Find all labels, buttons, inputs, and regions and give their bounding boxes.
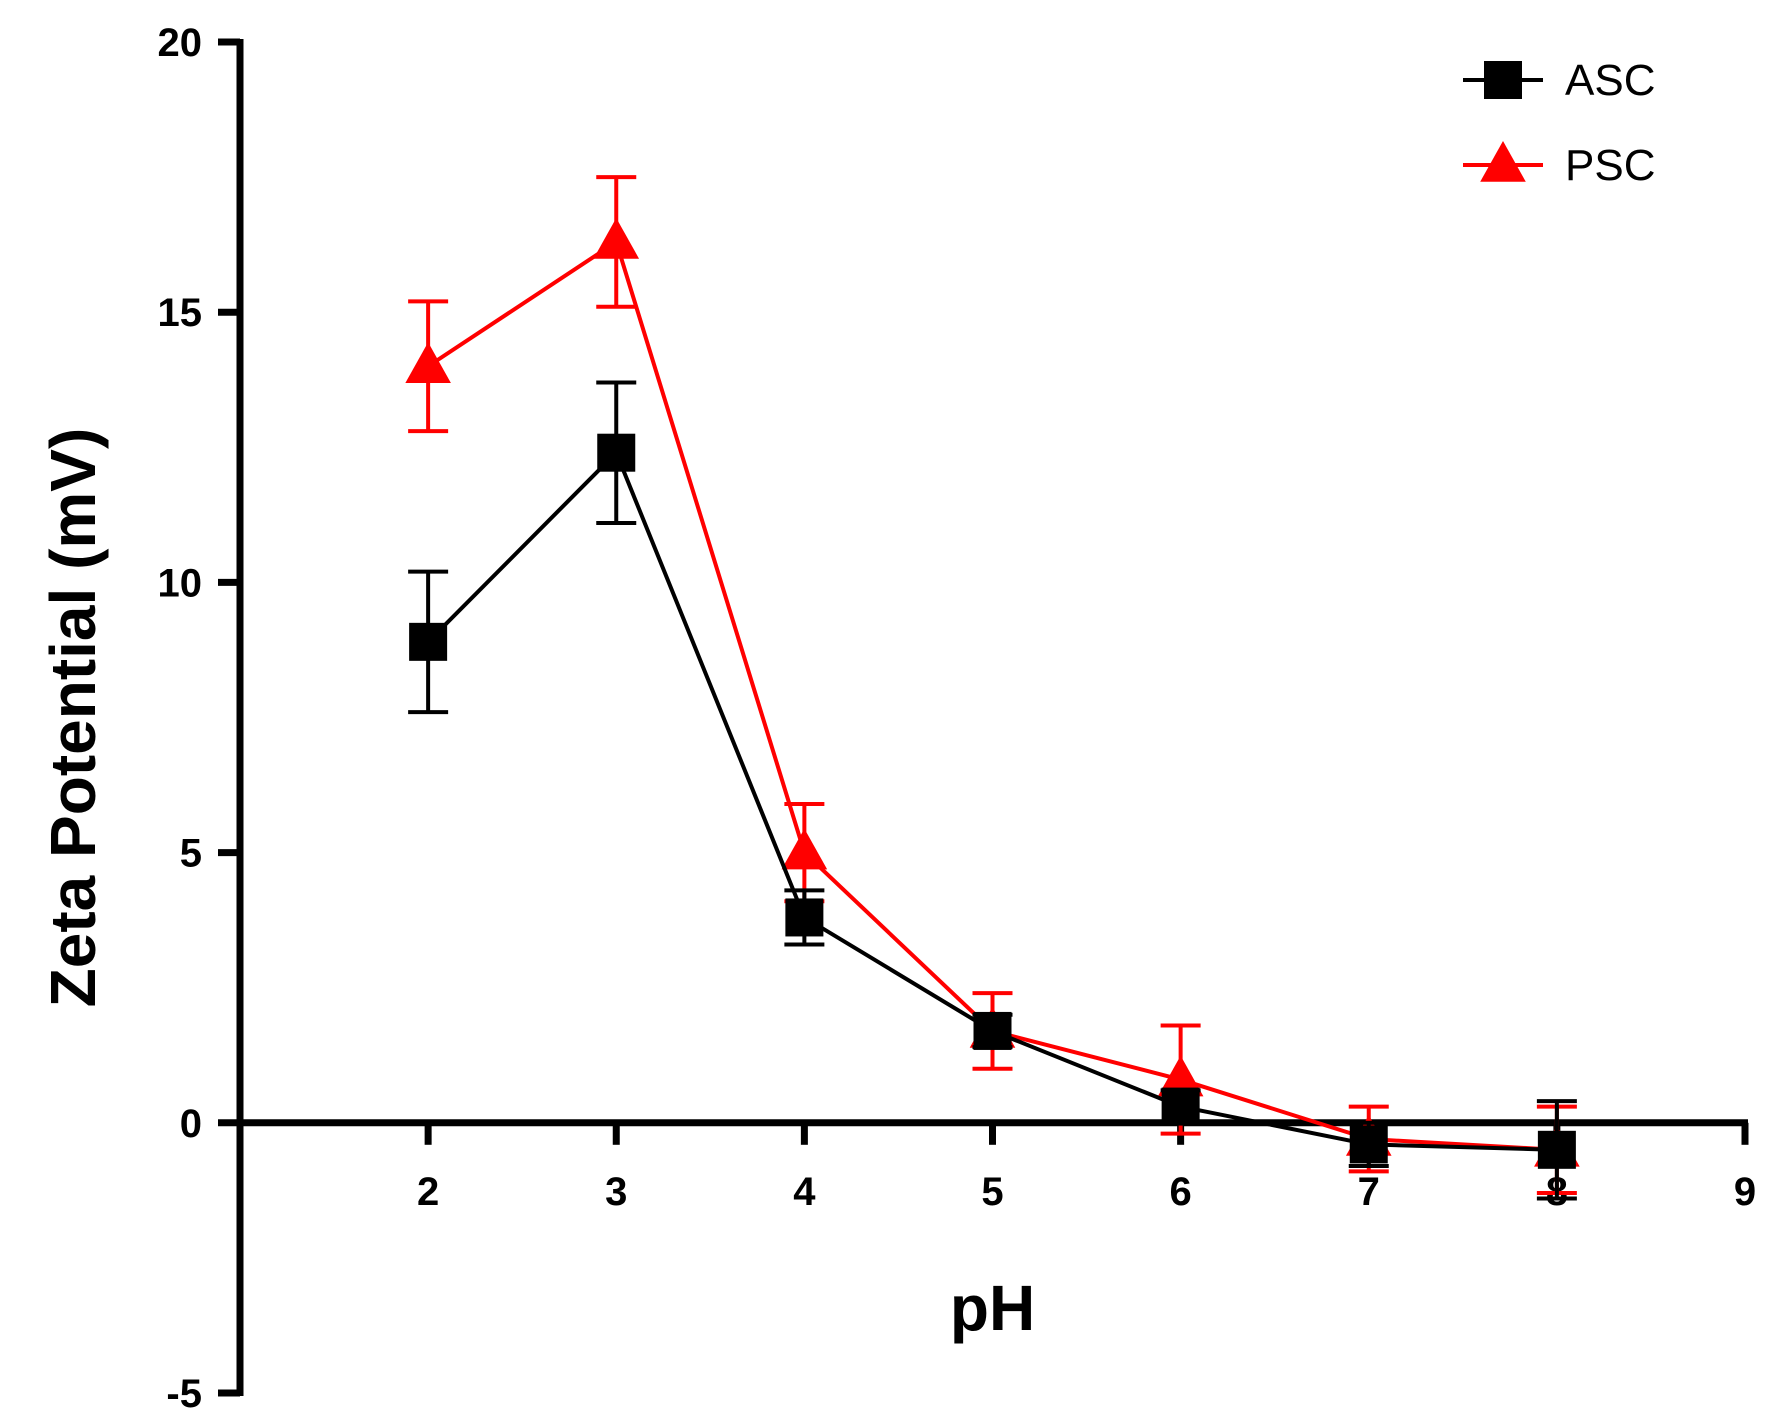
legend-label-psc: PSC bbox=[1565, 141, 1655, 190]
legend-marker-psc bbox=[1480, 141, 1526, 182]
x-tick-label: 6 bbox=[1170, 1170, 1192, 1214]
y-tick-label: 15 bbox=[158, 291, 203, 335]
data-point-asc bbox=[1161, 1087, 1200, 1126]
data-point-asc bbox=[409, 622, 448, 661]
x-tick-label: 4 bbox=[793, 1170, 816, 1214]
y-tick-label: 5 bbox=[180, 832, 202, 876]
data-point-asc bbox=[597, 433, 636, 472]
y-tick-label: 0 bbox=[180, 1102, 202, 1146]
x-tick-label: 9 bbox=[1734, 1170, 1756, 1214]
y-tick-label: -5 bbox=[166, 1372, 202, 1416]
y-axis-title: Zeta Potential (mV) bbox=[37, 428, 109, 1008]
data-point-psc bbox=[405, 342, 451, 384]
data-point-psc bbox=[593, 217, 640, 259]
y-tick-label: 20 bbox=[158, 21, 203, 65]
legend-item-psc: PSC bbox=[1463, 141, 1655, 190]
series-layer bbox=[405, 175, 1580, 1201]
legend-marker-asc bbox=[1484, 61, 1522, 99]
y-tick-label: 10 bbox=[158, 561, 203, 605]
data-point-asc bbox=[1537, 1130, 1576, 1169]
ticks-layer: -50510152023456789 bbox=[158, 21, 1757, 1416]
x-tick-label: 3 bbox=[605, 1170, 627, 1214]
x-tick-label: 7 bbox=[1358, 1170, 1380, 1214]
x-tick-label: 5 bbox=[981, 1170, 1003, 1214]
series-asc bbox=[408, 380, 1577, 1201]
legend: ASC PSC bbox=[1463, 56, 1655, 190]
x-axis-title: pH bbox=[950, 1272, 1035, 1344]
x-tick-label: 2 bbox=[417, 1170, 439, 1214]
data-point-asc bbox=[785, 898, 824, 937]
legend-label-asc: ASC bbox=[1565, 56, 1655, 105]
data-point-asc bbox=[973, 1011, 1012, 1050]
data-point-psc bbox=[781, 828, 828, 870]
data-point-psc bbox=[1157, 1055, 1204, 1097]
data-point-asc bbox=[1349, 1125, 1388, 1164]
legend-item-asc: ASC bbox=[1463, 56, 1655, 105]
